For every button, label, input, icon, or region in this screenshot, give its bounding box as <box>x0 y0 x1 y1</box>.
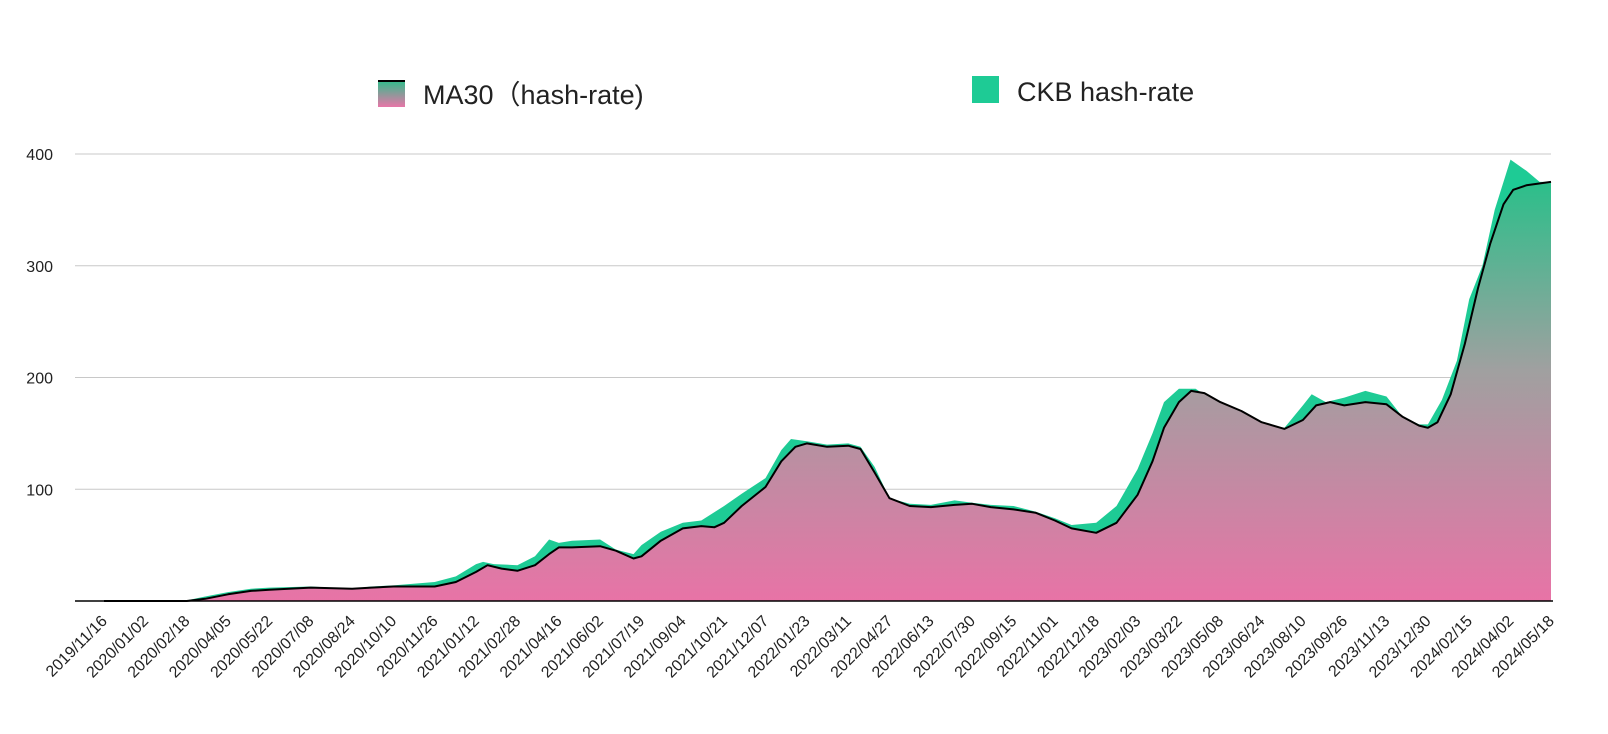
legend-item-ma30[interactable]: MA30（hash-rate) <box>378 80 644 110</box>
plot-area <box>104 159 1552 602</box>
legend: MA30（hash-rate) CKB hash-rate <box>378 76 1194 110</box>
series-area-ma30 <box>104 181 1551 601</box>
legend-swatch-ma30 <box>378 80 405 107</box>
series-line-ma30 <box>104 180 1552 602</box>
legend-swatch-ckb <box>972 76 999 103</box>
y-tick-label: 300 <box>26 259 53 276</box>
y-tick-label: 400 <box>26 147 53 164</box>
y-tick-label: 200 <box>26 371 53 388</box>
y-tick-label: 100 <box>26 482 53 499</box>
legend-swatch-ma30-line <box>378 80 405 82</box>
legend-item-ckb[interactable]: CKB hash-rate <box>972 76 1194 107</box>
legend-label-ma30: MA30（hash-rate) <box>423 80 644 110</box>
y-axis-ticks: 100 200 300 400 <box>26 147 53 499</box>
x-axis-ticks: 2019/11/162020/01/022020/02/182020/04/05… <box>43 613 1558 682</box>
legend-label-ckb: CKB hash-rate <box>1017 77 1194 107</box>
